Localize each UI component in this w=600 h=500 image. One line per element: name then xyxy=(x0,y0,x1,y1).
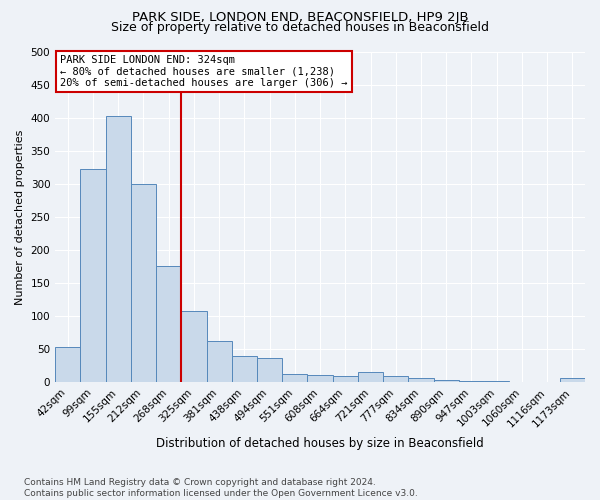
Bar xyxy=(307,375,332,382)
Y-axis label: Number of detached properties: Number of detached properties xyxy=(15,129,25,304)
Bar xyxy=(181,311,206,382)
X-axis label: Distribution of detached houses by size in Beaconsfield: Distribution of detached houses by size … xyxy=(156,437,484,450)
Bar xyxy=(206,340,232,382)
Text: Contains HM Land Registry data © Crown copyright and database right 2024.
Contai: Contains HM Land Registry data © Crown c… xyxy=(24,478,418,498)
Bar xyxy=(257,358,282,382)
Text: PARK SIDE, LONDON END, BEACONSFIELD, HP9 2JB: PARK SIDE, LONDON END, BEACONSFIELD, HP9… xyxy=(131,11,469,24)
Bar xyxy=(560,378,585,382)
Bar xyxy=(358,372,383,382)
Text: PARK SIDE LONDON END: 324sqm
← 80% of detached houses are smaller (1,238)
20% of: PARK SIDE LONDON END: 324sqm ← 80% of de… xyxy=(61,55,348,88)
Bar xyxy=(106,116,131,382)
Bar xyxy=(409,378,434,382)
Bar xyxy=(434,380,459,382)
Bar xyxy=(459,381,484,382)
Bar xyxy=(484,381,509,382)
Bar xyxy=(282,374,307,382)
Bar xyxy=(232,356,257,382)
Bar xyxy=(156,266,181,382)
Bar xyxy=(131,184,156,382)
Text: Size of property relative to detached houses in Beaconsfield: Size of property relative to detached ho… xyxy=(111,22,489,35)
Bar xyxy=(80,170,106,382)
Bar xyxy=(55,346,80,382)
Bar xyxy=(332,376,358,382)
Bar xyxy=(383,376,409,382)
